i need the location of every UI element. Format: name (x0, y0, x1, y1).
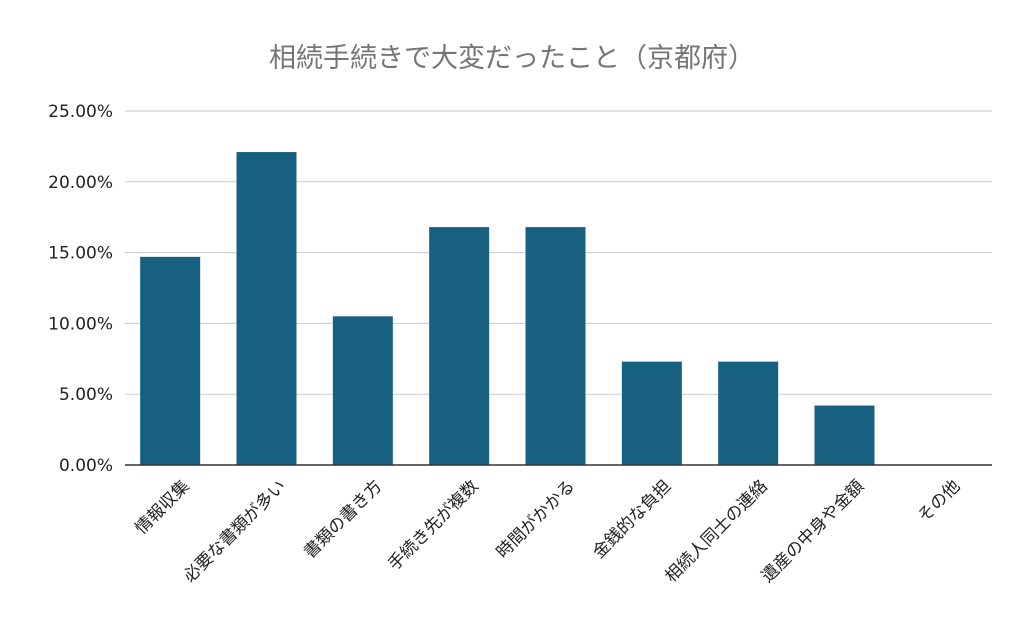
bar (332, 316, 393, 465)
y-tick-label: 15.00% (48, 244, 113, 264)
y-tick-label: 25.00% (48, 102, 113, 122)
bar (140, 256, 201, 465)
x-tick-label: 相続人同士の連絡 (661, 476, 771, 586)
bar (236, 152, 297, 465)
bar (814, 405, 875, 465)
x-tick-label: 手続き先が複数 (384, 476, 482, 574)
y-tick-label: 0.00% (59, 456, 113, 476)
chart-title: 相続手続きで大変だったこと（京都府） (269, 43, 755, 74)
y-axis-tick-labels: 0.00% 5.00% 10.00% 15.00% 20.00% 25.00% (48, 102, 113, 476)
x-tick-label: 必要な書類が多い (180, 476, 290, 586)
bars (140, 152, 875, 465)
y-tick-label: 10.00% (48, 314, 113, 334)
bar (718, 361, 779, 465)
x-tick-label: 情報収集 (131, 476, 193, 538)
x-tick-label: その他 (914, 476, 964, 526)
x-tick-label: 書類の書き方 (300, 476, 386, 562)
x-tick-label: 金銭的な負担 (589, 476, 675, 562)
y-tick-label: 20.00% (48, 173, 113, 193)
x-tick-label: 時間がかかる (493, 476, 579, 562)
y-tick-label: 5.00% (59, 385, 113, 405)
x-tick-label: 遺産の中身や金額 (758, 476, 868, 586)
bar (525, 227, 586, 465)
bar (429, 227, 490, 465)
bar (621, 361, 682, 465)
